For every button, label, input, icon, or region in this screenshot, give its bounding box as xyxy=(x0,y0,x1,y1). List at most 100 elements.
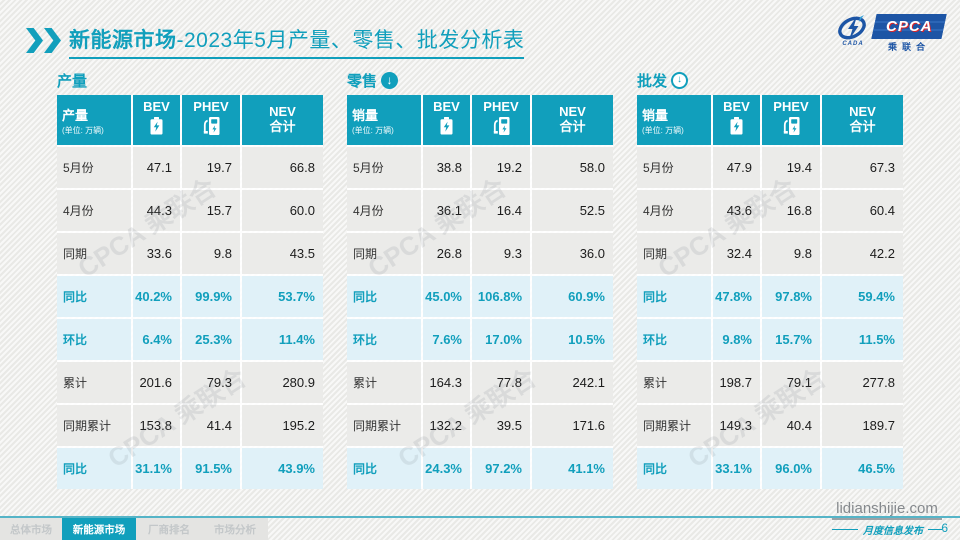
cell-value: 43.9% xyxy=(242,448,323,489)
row-label: 同期 xyxy=(637,233,711,274)
cell-value: 91.5% xyxy=(182,448,240,489)
row-label: 5月份 xyxy=(57,147,131,188)
cell-value: 99.9% xyxy=(182,276,240,317)
row-label: 环比 xyxy=(57,319,131,360)
charger-icon xyxy=(493,116,509,135)
cell-value: 9.3 xyxy=(472,233,530,274)
down-arrow-circle-icon: ↓ xyxy=(671,71,689,89)
row-label: 同期累计 xyxy=(347,405,421,446)
cpca-logo: CADA CPCA 乘联合 xyxy=(836,14,947,53)
cpca-parallelogram: CPCA xyxy=(871,14,947,39)
table-header-label: 销量 (单位: 万辆) xyxy=(347,95,421,145)
section-title-retail: 零售 ↓ xyxy=(347,68,613,92)
cpca-wordmark: CPCA 乘联合 xyxy=(871,14,947,53)
cell-value: 66.8 xyxy=(242,147,323,188)
bottom-nav: 总体市场 新能源市场 厂商排名 市场分析 xyxy=(0,518,268,540)
cell-value: 106.8% xyxy=(472,276,530,317)
cell-value: 9.8 xyxy=(182,233,240,274)
cell-value: 36.1 xyxy=(423,190,470,231)
battery-icon xyxy=(440,116,453,135)
row-label: 环比 xyxy=(347,319,421,360)
cell-value: 32.4 xyxy=(713,233,760,274)
battery-icon xyxy=(440,116,453,140)
battery-icon xyxy=(150,116,163,140)
cell-value: 19.2 xyxy=(472,147,530,188)
row-label: 同期 xyxy=(347,233,421,274)
cpca-chinese-label: 乘联合 xyxy=(887,42,930,52)
row-label: 同期 xyxy=(57,233,131,274)
row-label: 累计 xyxy=(637,362,711,403)
charger-icon xyxy=(783,116,800,140)
cell-value: 11.5% xyxy=(822,319,903,360)
cell-value: 15.7 xyxy=(182,190,240,231)
cell-value: 15.7% xyxy=(762,319,820,360)
cell-value: 41.4 xyxy=(182,405,240,446)
cell-value: 19.4 xyxy=(762,147,820,188)
row-label: 4月份 xyxy=(637,190,711,231)
down-arrow-icon: ↓ xyxy=(381,71,399,89)
cell-value: 60.0 xyxy=(242,190,323,231)
charger-icon xyxy=(493,116,510,140)
cell-value: 24.3% xyxy=(423,448,470,489)
cell-value: 41.1% xyxy=(532,448,613,489)
cell-value: 96.0% xyxy=(762,448,820,489)
column-header-nev-合计: NEV 合计 xyxy=(822,95,903,145)
cell-value: 45.0% xyxy=(423,276,470,317)
row-label: 同期累计 xyxy=(57,405,131,446)
website-subtitle: 月度信息发布 xyxy=(832,522,942,537)
cell-value: 16.8 xyxy=(762,190,820,231)
cell-value: 11.4% xyxy=(242,319,323,360)
section-title-production: 产量 xyxy=(57,72,88,90)
cell-value: 46.5% xyxy=(822,448,903,489)
cell-value: 25.3% xyxy=(182,319,240,360)
cell-value: 33.6 xyxy=(133,233,180,274)
cell-value: 36.0 xyxy=(532,233,613,274)
column-header-text: NEV 合计 xyxy=(559,104,586,134)
nav-tab-oem-ranking[interactable]: 厂商排名 xyxy=(136,518,202,540)
row-label: 同比 xyxy=(347,276,421,317)
page-number: 6 xyxy=(941,521,948,535)
nav-tab-overall-market[interactable]: 总体市场 xyxy=(0,518,62,540)
cell-value: 77.8 xyxy=(472,362,530,403)
header-unit-label: (单位: 万辆) xyxy=(642,125,684,135)
cell-value: 198.7 xyxy=(713,362,760,403)
cell-value: 189.7 xyxy=(822,405,903,446)
column-header-text: NEV 合计 xyxy=(269,104,296,134)
row-label: 同比 xyxy=(347,448,421,489)
cell-value: 164.3 xyxy=(423,362,470,403)
row-label: 同比 xyxy=(57,448,131,489)
nav-tab-market-analysis[interactable]: 市场分析 xyxy=(202,518,268,540)
header-metric-name: 销量 xyxy=(352,107,379,123)
production-table: 产量 (单位: 万辆) BEV PHEV NEV 合计 5月份 47.1 19.7 66.8 4月… xyxy=(57,95,323,489)
column-header-phev: PHEV xyxy=(182,95,240,145)
battery-icon xyxy=(730,116,743,135)
production-table-section: 产量 产量 (单位: 万辆) BEV PHEV NEV 合计 5月份 47.1 19.7 66.… xyxy=(57,68,323,489)
battery-icon xyxy=(150,116,163,135)
footer-branding: lidianshijie.com 月度信息发布 xyxy=(832,500,942,537)
column-header-nev-合计: NEV 合计 xyxy=(532,95,613,145)
cell-value: 242.1 xyxy=(532,362,613,403)
cell-value: 195.2 xyxy=(242,405,323,446)
cell-value: 52.5 xyxy=(532,190,613,231)
charger-icon xyxy=(203,116,219,135)
column-header-phev: PHEV xyxy=(472,95,530,145)
header-metric-name: 产量 xyxy=(62,107,89,123)
retail-table: 销量 (单位: 万辆) BEV PHEV NEV 合计 5月份 38.8 19.2 58.0 4月… xyxy=(347,95,613,489)
cell-value: 58.0 xyxy=(532,147,613,188)
cell-value: 19.7 xyxy=(182,147,240,188)
cell-value: 44.3 xyxy=(133,190,180,231)
nav-tab-nev-market[interactable]: 新能源市场 xyxy=(62,518,136,540)
column-header-text: BEV xyxy=(143,99,170,115)
cell-value: 60.9% xyxy=(532,276,613,317)
row-label: 同期累计 xyxy=(637,405,711,446)
page-title: 新能源市场-2023年5月产量、零售、批发分析表 xyxy=(69,24,525,59)
cell-value: 277.8 xyxy=(822,362,903,403)
column-header-text: PHEV xyxy=(483,99,519,115)
cell-value: 67.3 xyxy=(822,147,903,188)
column-header-text: BEV xyxy=(723,99,750,115)
wholesale-table: 销量 (单位: 万辆) BEV PHEV NEV 合计 5月份 47.9 19.4 67.3 4月… xyxy=(637,95,903,489)
cell-value: 132.2 xyxy=(423,405,470,446)
cell-value: 79.1 xyxy=(762,362,820,403)
cell-value: 153.8 xyxy=(133,405,180,446)
header-unit-label: (单位: 万辆) xyxy=(62,125,104,135)
